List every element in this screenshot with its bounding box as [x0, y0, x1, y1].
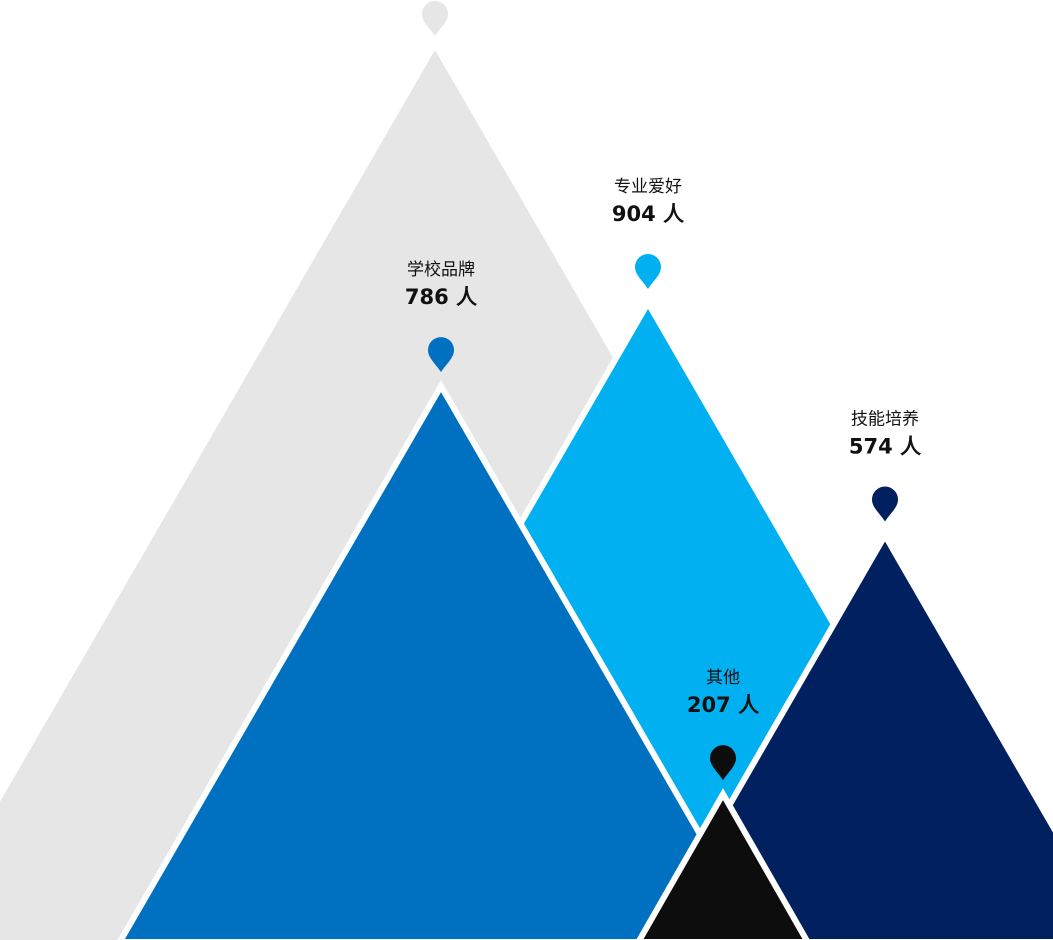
peak-1-triangle [117, 380, 765, 940]
peak-3-value-label: 207 人 [687, 693, 759, 717]
peak-2-pin-icon [635, 253, 661, 289]
peak-1-value-label: 786 人 [405, 285, 477, 309]
peak-1-category-label: 学校品牌 [407, 260, 475, 280]
peak-3-triangle [636, 788, 810, 940]
peaks-layer [0, 50, 1053, 940]
peak-3-category-label: 其他 [706, 668, 740, 688]
peak-1-pin-icon [428, 337, 454, 373]
peak-4-pin-icon [872, 486, 898, 522]
peak-0-pin-icon [422, 1, 448, 36]
peak-4-value-label: 574 人 [849, 435, 921, 459]
pins-layer [422, 1, 898, 781]
peak-4-category-label: 技能培养 [851, 410, 919, 430]
peak-2-category-label: 专业爱好 [614, 177, 682, 197]
peak-2-value-label: 904 人 [612, 202, 684, 226]
peak-3-pin-icon [710, 745, 736, 781]
